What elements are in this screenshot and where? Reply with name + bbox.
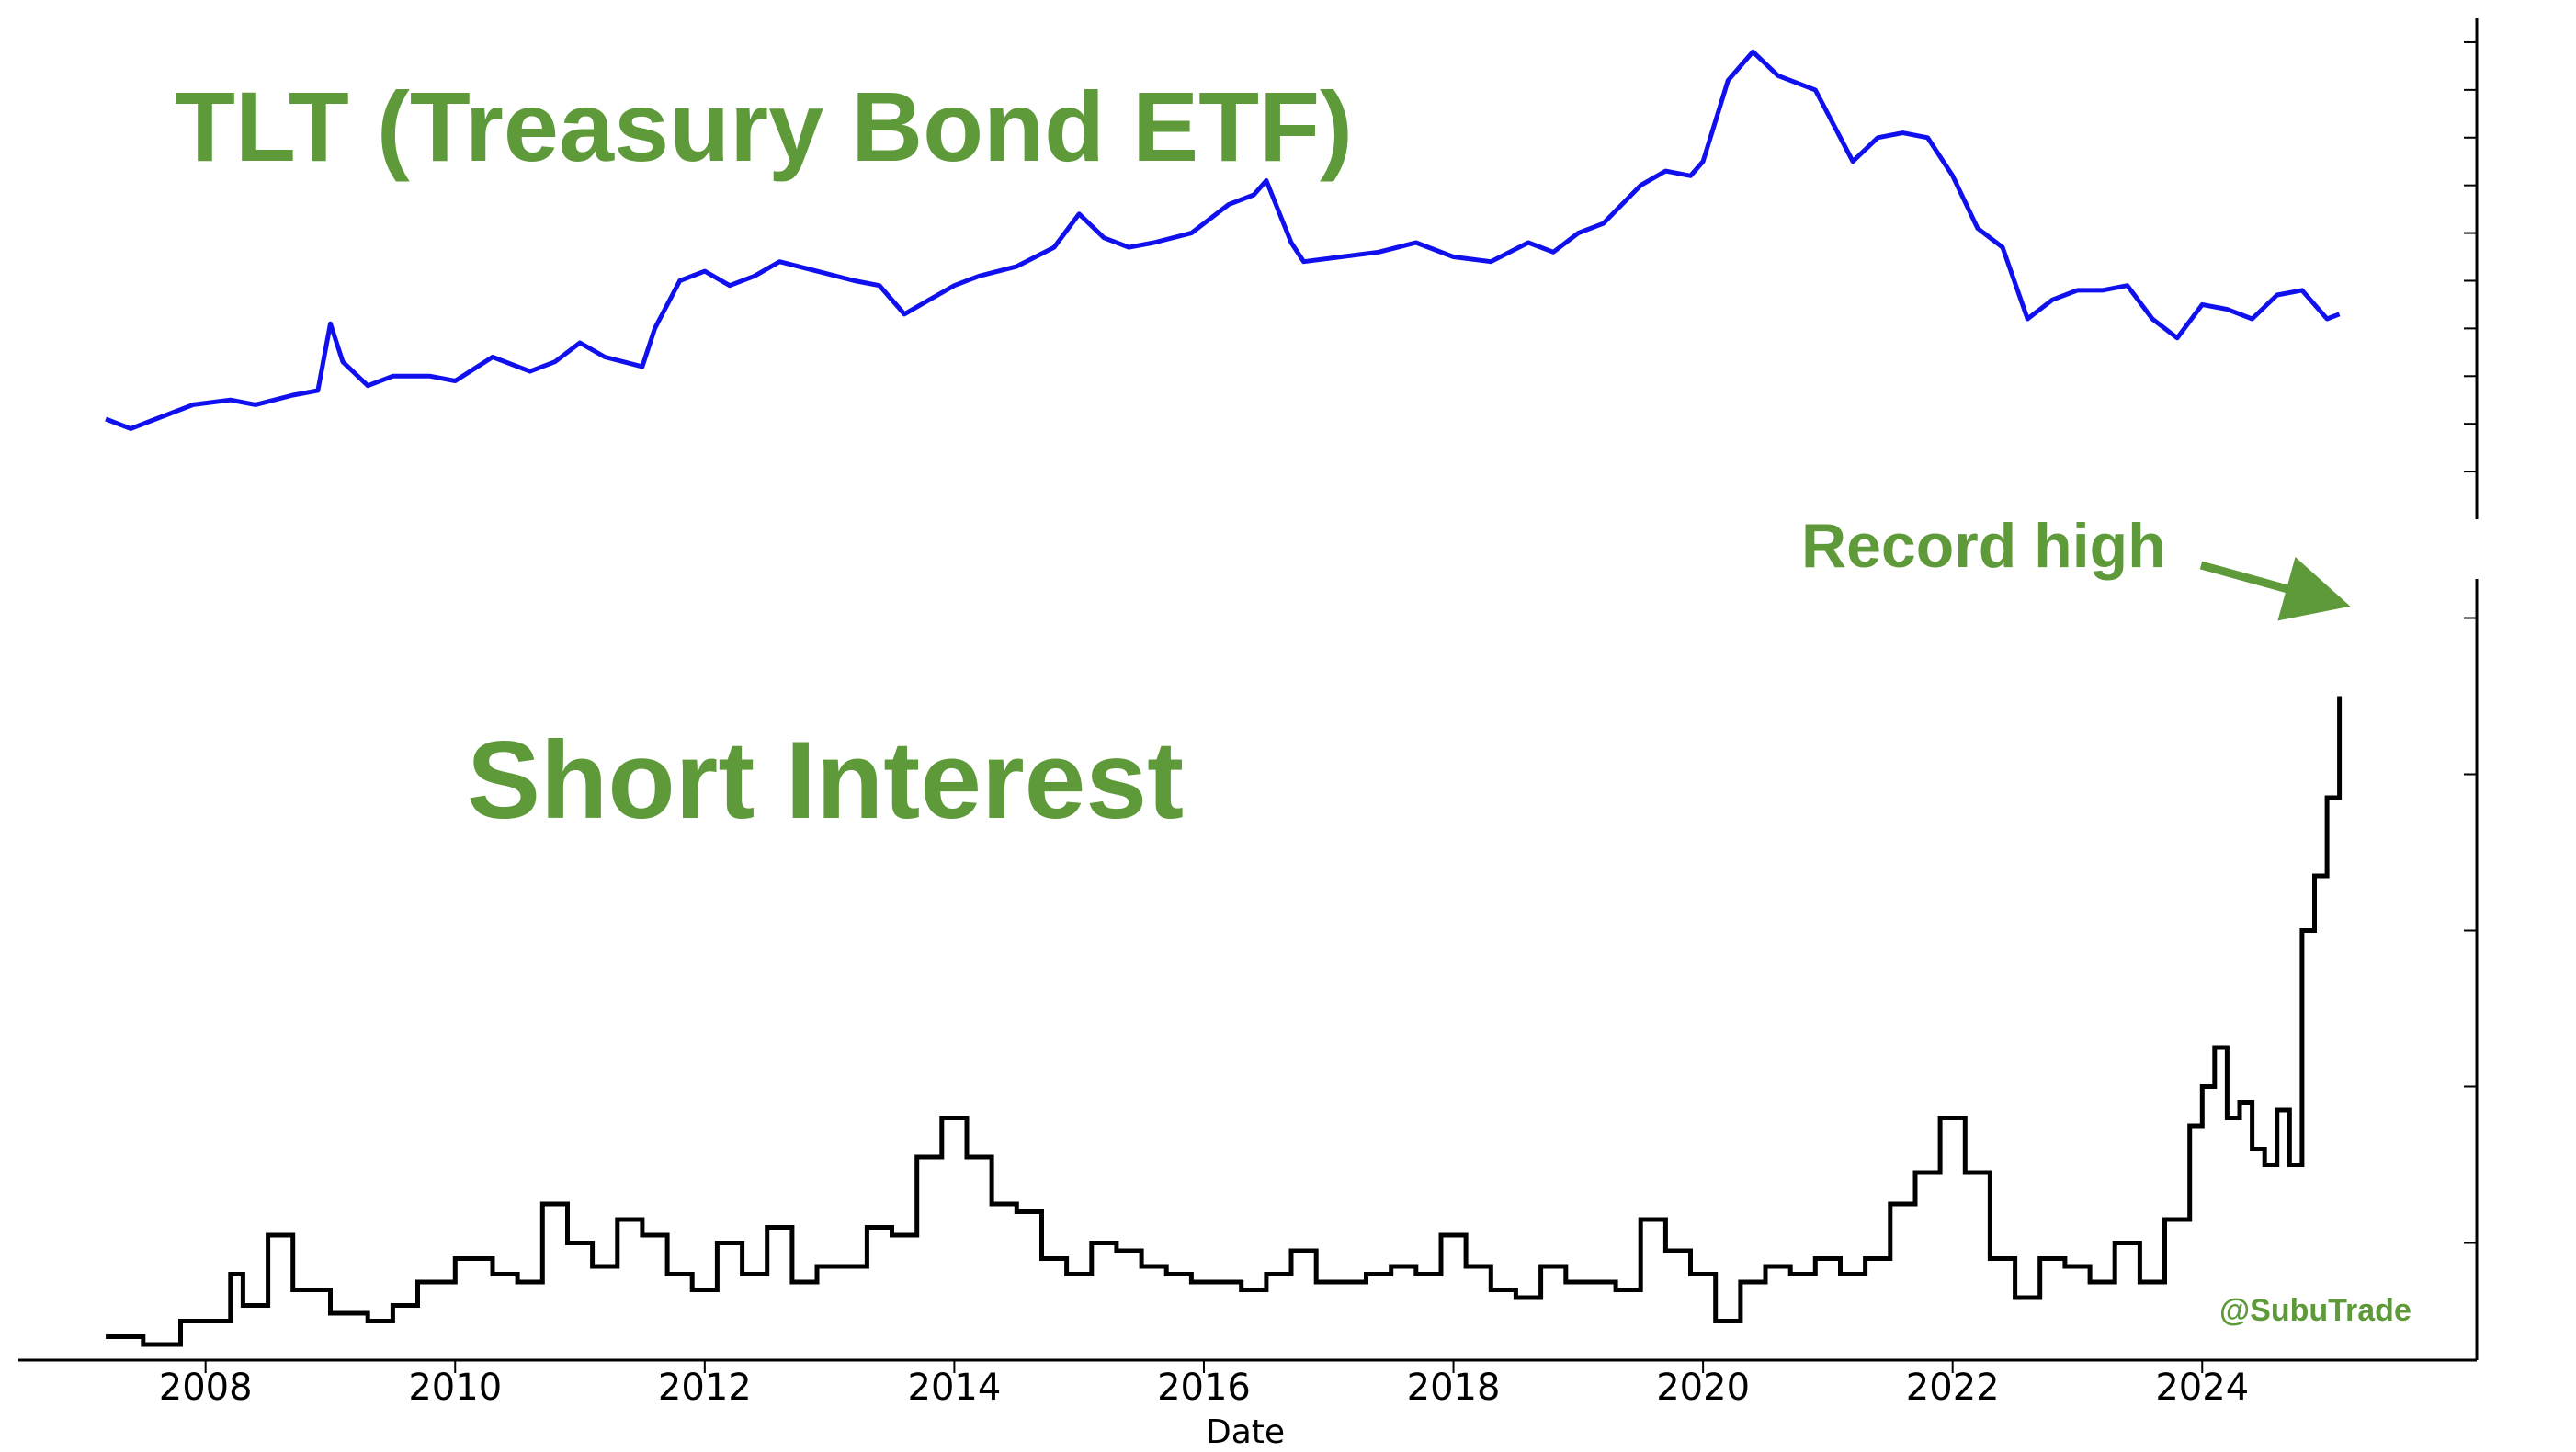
x-tick-label: 2016 (1157, 1367, 1251, 1409)
x-tick-label: 2018 (1407, 1367, 1501, 1409)
x-tick-label: 2014 (908, 1367, 1002, 1409)
x-tick-label: 2020 (1656, 1367, 1750, 1409)
short-interest-line (106, 696, 2343, 1347)
short-interest-panel: 2008 2010 2012 2014 2016 2018 2020 2022 2024 Sho… (18, 511, 2479, 1451)
record-high-annotation: Record high (1801, 511, 2166, 581)
record-high-arrow (2199, 556, 2351, 621)
tlt-panel: TLT (Treasury Bond ETF) (105, 18, 2479, 519)
x-tick-label: 2022 (1906, 1367, 2000, 1409)
x-axis-label: Date (1206, 1413, 1285, 1451)
tlt-ytick-group (2464, 40, 2477, 473)
x-tick-label: 2012 (658, 1367, 752, 1409)
x-tick-label: 2024 (2155, 1367, 2249, 1409)
x-tick-label: 2008 (159, 1367, 253, 1409)
short-interest-ytick-group (2464, 617, 2477, 1244)
tlt-title: TLT (Treasury Bond ETF) (175, 71, 1353, 182)
x-axis-ticks: 2008 2010 2012 2014 2016 2018 2020 2022 2024 (159, 1360, 2249, 1409)
tlt-price-line (105, 49, 2341, 431)
watermark: @SubuTrade (2219, 1293, 2411, 1328)
x-tick-label: 2010 (408, 1367, 502, 1409)
short-interest-title: Short Interest (467, 719, 1184, 842)
